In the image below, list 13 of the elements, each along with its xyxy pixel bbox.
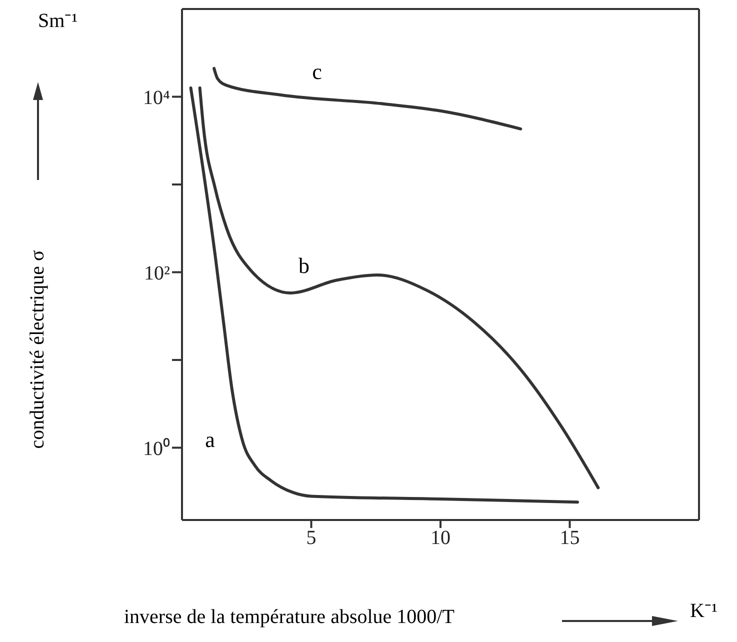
x-tick-label: 5 [306,527,316,550]
x-axis-title: inverse de la température absolue 1000/T [124,606,454,629]
y-tick-label: 10⁰ [143,436,170,460]
x-tick-label: 10 [430,527,450,550]
x-tick-label: 15 [560,527,580,550]
annotation: a [204,427,216,453]
y-tick-label: 10² [144,262,170,284]
text: Sm⁻¹ [38,9,78,33]
annotation: b [298,253,310,279]
y-tick-label: 10⁴ [143,86,170,109]
annotation: c [311,59,323,85]
y-axis-title: conductivité électrique σ [26,250,50,451]
text: K⁻¹ [690,599,718,623]
